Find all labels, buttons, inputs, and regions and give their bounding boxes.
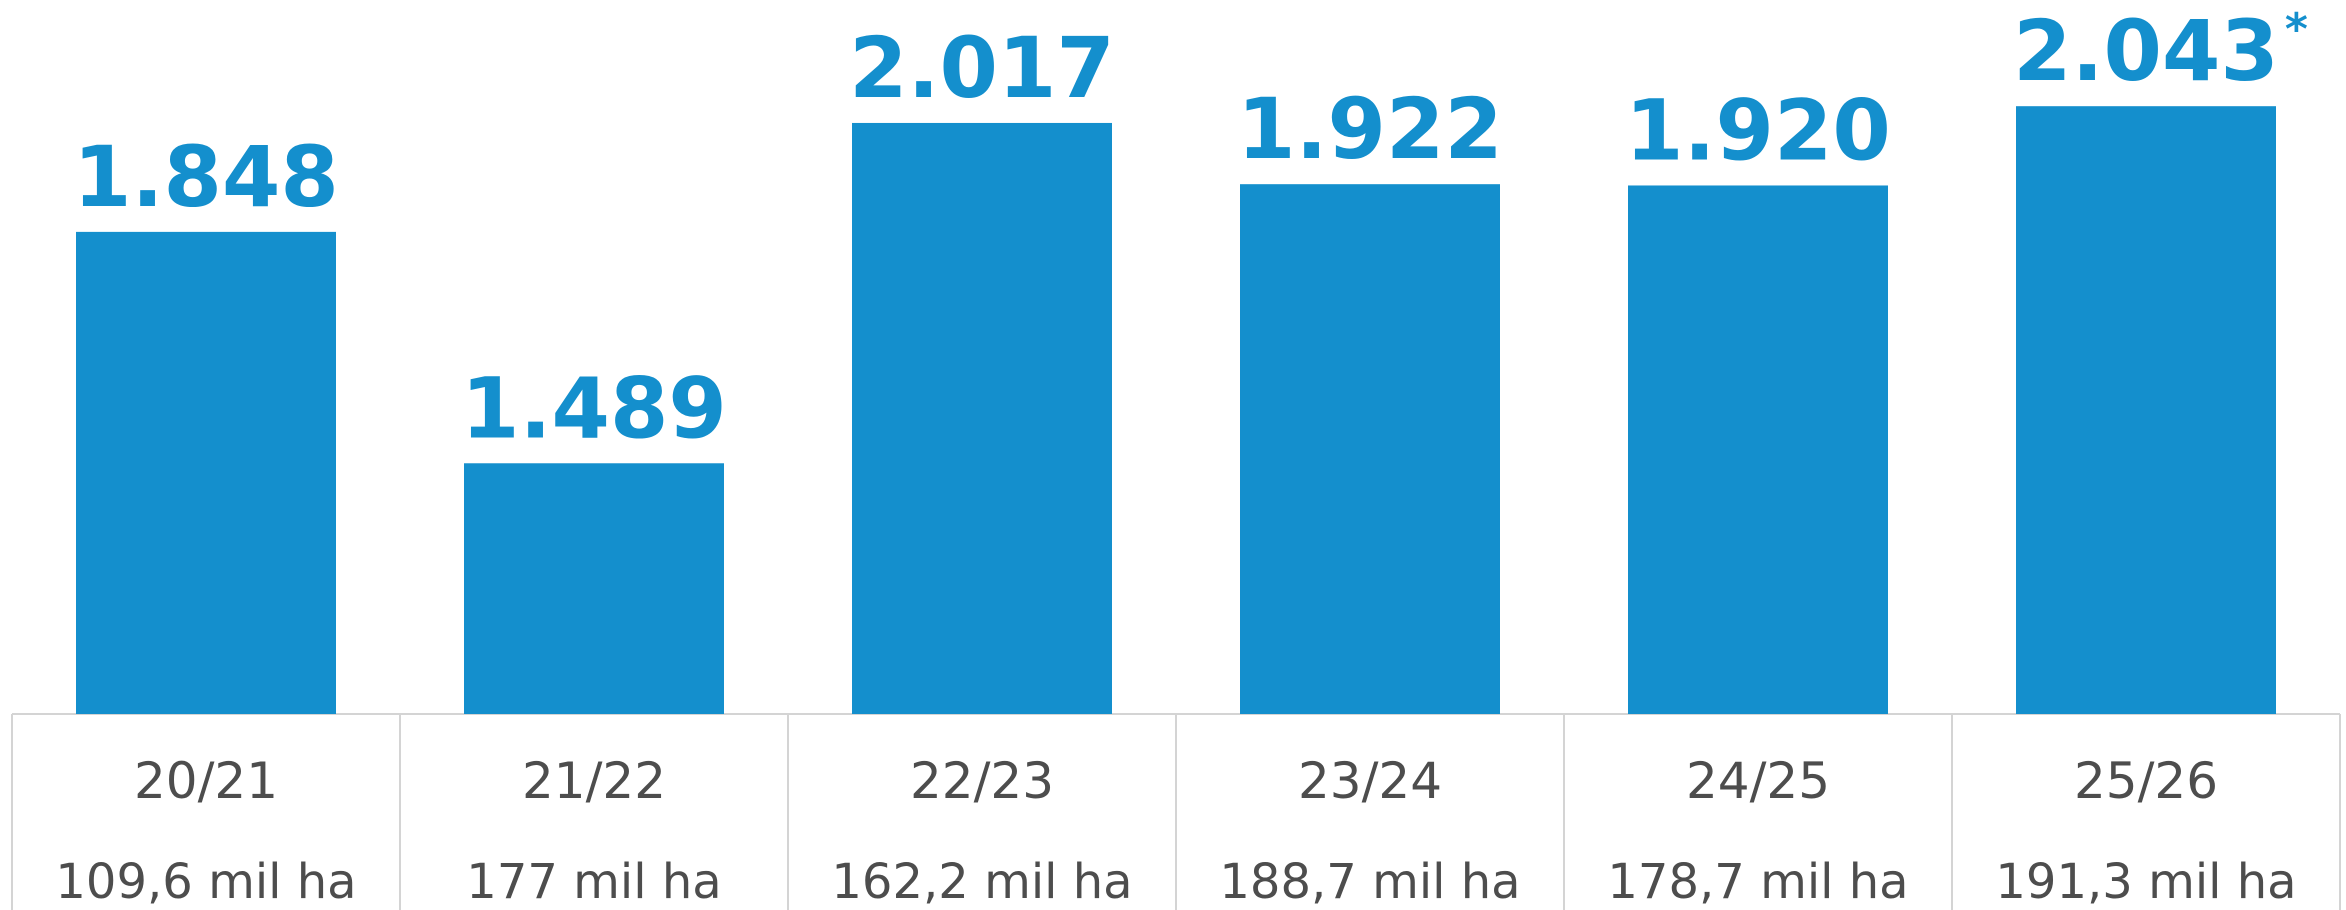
- value-label: 1.920: [1625, 81, 1891, 179]
- bar: [76, 231, 336, 714]
- sub-label: 177 mil ha: [466, 854, 721, 910]
- sub-label: 191,3 mil ha: [1995, 854, 2296, 910]
- sub-label: 109,6 mil ha: [55, 854, 356, 910]
- category-label: 20/21: [134, 752, 278, 810]
- value-label: 2.043: [2013, 2, 2279, 100]
- category-label: 21/22: [522, 752, 666, 810]
- category-label: 25/26: [2074, 752, 2218, 810]
- bar: [852, 122, 1112, 714]
- value-label: 2.017: [849, 19, 1115, 117]
- category-label: 22/23: [910, 752, 1054, 810]
- category-label: 23/24: [1298, 752, 1442, 810]
- category-label: 24/25: [1686, 752, 1830, 810]
- value-label: 1.489: [461, 359, 727, 457]
- bar: [1628, 185, 1888, 715]
- sub-label: 178,7 mil ha: [1607, 854, 1908, 910]
- annotation-mark: *: [2285, 4, 2308, 55]
- sub-label: 188,7 mil ha: [1219, 854, 1520, 910]
- bar: [2016, 106, 2276, 715]
- value-label: 1.848: [73, 128, 339, 226]
- bar: [1240, 184, 1500, 714]
- value-label: 1.922: [1237, 80, 1503, 178]
- sub-label: 162,2 mil ha: [831, 854, 1132, 910]
- bar: [464, 463, 724, 714]
